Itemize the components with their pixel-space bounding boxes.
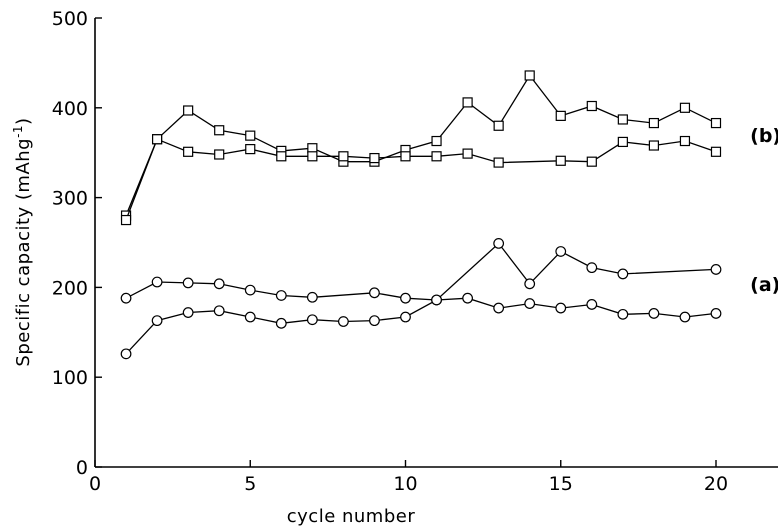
square-marker: [183, 105, 194, 116]
square-marker: [338, 151, 349, 162]
y-tick-label: 100: [52, 367, 88, 389]
x-axis-title: cycle number: [287, 506, 416, 526]
square-marker: [183, 146, 194, 157]
circle-marker: [213, 278, 225, 290]
y-axis-title-main: Specific capacity (mAhg: [13, 138, 34, 367]
y-tick-label: 500: [52, 8, 88, 30]
square-marker: [555, 110, 566, 121]
x-tick-label: 10: [393, 473, 417, 495]
annotations: (b) (a): [750, 125, 778, 296]
square-marker: [617, 114, 628, 125]
square-marker: [462, 148, 473, 159]
labels: cycle number Specific capacity (mAhg-1): [11, 117, 415, 526]
circle-marker: [679, 311, 691, 323]
series-2: [120, 134, 722, 226]
series-3: [120, 237, 722, 306]
square-marker: [462, 97, 473, 108]
circle-marker: [617, 268, 629, 280]
circle-marker: [710, 264, 722, 275]
series-line: [125, 242, 717, 301]
y-tick-label: 300: [52, 188, 88, 210]
circle-marker: [493, 302, 505, 314]
series-tag: (b): [750, 125, 778, 147]
square-marker: [555, 155, 566, 166]
circle-marker: [338, 316, 349, 327]
circle-marker: [431, 294, 442, 306]
x-tick-label: 15: [549, 473, 573, 495]
square-marker: [710, 146, 722, 157]
circle-marker: [493, 237, 505, 249]
circle-marker: [244, 284, 256, 296]
circle-marker: [120, 292, 132, 304]
circle-marker: [306, 291, 318, 303]
series-4: [120, 292, 722, 360]
circle-marker: [120, 348, 132, 360]
y-tick-label: 200: [52, 277, 88, 299]
square-marker: [431, 135, 442, 147]
circle-marker: [182, 277, 194, 289]
circle-marker: [244, 311, 256, 323]
square-marker: [617, 136, 628, 148]
circle-marker: [524, 278, 536, 290]
circle-marker: [275, 317, 287, 329]
square-marker: [648, 117, 660, 129]
circle-marker: [524, 298, 536, 309]
square-marker: [431, 151, 442, 162]
square-marker: [120, 214, 132, 226]
circle-marker: [586, 262, 598, 274]
x-tick-label: 0: [89, 473, 101, 495]
square-marker: [679, 102, 691, 113]
circle-marker: [182, 307, 194, 318]
circle-marker: [151, 276, 163, 288]
y-axis-title: Specific capacity (mAhg-1): [11, 117, 34, 366]
axes: [94, 18, 778, 468]
square-marker: [400, 151, 411, 162]
series-line: [125, 74, 717, 216]
circle-marker: [648, 308, 660, 319]
y-tick-label: 400: [52, 98, 88, 120]
square-marker: [493, 120, 504, 131]
series-1: [120, 70, 722, 221]
circle-marker: [710, 308, 722, 319]
square-marker: [245, 130, 256, 141]
square-marker: [710, 117, 722, 129]
square-marker: [214, 149, 225, 160]
y-axis-title-close: ): [13, 117, 34, 125]
square-marker: [307, 151, 318, 162]
square-marker: [276, 151, 287, 162]
y-axis-title-superscript: -1: [11, 125, 25, 138]
circle-marker: [462, 292, 474, 304]
square-marker: [648, 140, 660, 151]
series-line: [125, 297, 717, 355]
circle-marker: [555, 246, 567, 257]
circle-marker: [306, 314, 318, 326]
y-tick-label: 0: [76, 457, 88, 479]
square-marker: [586, 156, 597, 167]
circle-marker: [555, 302, 567, 314]
circle-marker: [586, 299, 598, 310]
square-marker: [245, 144, 256, 155]
square-marker: [524, 70, 535, 81]
circle-marker: [151, 315, 163, 327]
square-marker: [493, 157, 504, 168]
square-marker: [586, 100, 597, 112]
square-marker: [152, 134, 163, 145]
circle-marker: [400, 311, 411, 323]
circle-marker: [369, 315, 380, 327]
circle-marker: [213, 305, 225, 317]
x-tick-label: 20: [704, 473, 728, 495]
square-marker: [679, 135, 691, 147]
x-tick-label: 5: [244, 473, 256, 495]
circle-marker: [400, 292, 411, 304]
square-marker: [214, 125, 225, 136]
series-layer: [120, 70, 722, 360]
circle-marker: [369, 287, 380, 299]
circle-marker: [617, 308, 629, 320]
circle-marker: [275, 290, 287, 301]
square-marker: [369, 152, 380, 164]
series-tag: (a): [750, 274, 778, 296]
